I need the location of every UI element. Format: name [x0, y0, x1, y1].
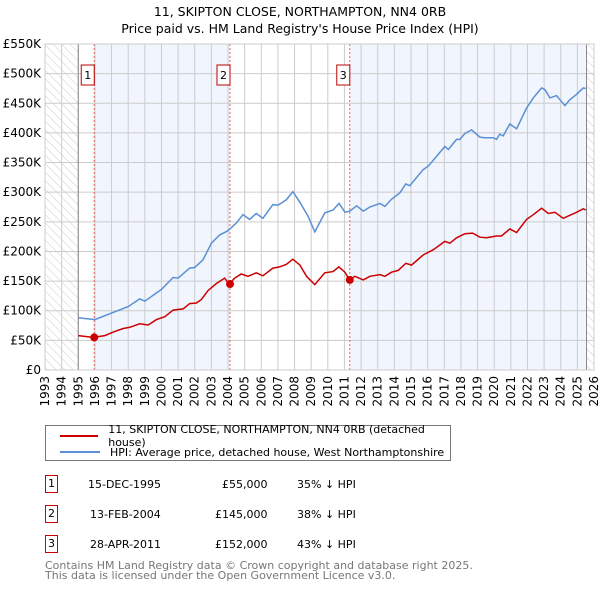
legend-label: HPI: Average price, detached house, West… — [110, 445, 445, 459]
x-tick-label: 2007 — [271, 376, 285, 407]
y-tick-label: £500K — [3, 67, 43, 81]
y-tick-label: £50K — [10, 333, 42, 347]
legend-swatch-blue — [60, 451, 100, 453]
x-tick-label: 2001 — [171, 376, 185, 407]
transaction-badge: 1 — [45, 475, 58, 493]
y-tick-label: £100K — [3, 304, 43, 318]
x-tick-label: 2010 — [321, 376, 335, 407]
x-tick-label: 2024 — [554, 376, 568, 407]
x-tick-label: 2009 — [304, 376, 318, 407]
x-tick-label: 2018 — [454, 376, 468, 407]
x-tick-label: 2023 — [537, 376, 551, 407]
x-tick-label: 2004 — [221, 376, 235, 407]
chart-title: 11, SKIPTON CLOSE, NORTHAMPTON, NN4 0RB — [153, 4, 447, 19]
y-tick-label: £300K — [3, 185, 43, 199]
y-tick-label: £550K — [3, 37, 43, 51]
transaction-delta: 43% ↓ HPI — [297, 538, 356, 551]
x-tick-label: 2014 — [387, 376, 401, 407]
legend-item-hpi: HPI: Average price, detached house, West… — [60, 444, 444, 460]
y-tick-label: £150K — [3, 274, 43, 288]
x-tick-label: 1996 — [88, 376, 102, 407]
y-tick-label: £350K — [3, 156, 43, 170]
footer-copyright: Contains HM Land Registry data © Crown c… — [45, 559, 473, 572]
x-tick-label: 2020 — [487, 376, 501, 407]
transaction-date: 15-DEC-1995 — [88, 478, 162, 491]
transaction-price: £152,000 — [215, 538, 268, 551]
x-tick-label: 2012 — [354, 376, 368, 407]
y-tick-label: £200K — [3, 244, 43, 258]
x-tick-label: 1998 — [121, 376, 135, 407]
x-tick-label: 2017 — [437, 376, 451, 407]
hpi-series-line — [78, 86, 586, 321]
transaction-row: 2 13-FEB-2004 £145,000 38% ↓ HPI — [45, 505, 600, 525]
property-series-line — [78, 207, 587, 339]
sale-label: 1 — [84, 69, 91, 82]
x-tick-label: 2013 — [371, 376, 385, 407]
x-tick-label: 1999 — [138, 376, 152, 407]
x-tick-label: 1997 — [105, 376, 119, 407]
x-tick-label: 2022 — [520, 376, 534, 407]
y-tick-label: £0 — [26, 363, 41, 377]
sale-label-box — [336, 64, 351, 86]
ownership-shade — [94, 44, 230, 370]
x-tick-label: 2011 — [337, 376, 351, 407]
chart-subtitle: Price paid vs. HM Land Registry's House … — [121, 21, 479, 36]
x-tick-label: 2019 — [471, 376, 485, 407]
x-tick-label: 2015 — [404, 376, 418, 407]
x-tick-label: 1993 — [38, 376, 52, 407]
transaction-badge: 2 — [45, 505, 58, 523]
line-chart: 1993 1994 1995 1996 1997 1998 1999 2000 2001 2002… — [3, 37, 600, 407]
transaction-price: £145,000 — [215, 508, 268, 521]
transaction-row: 3 28-APR-2011 £152,000 43% ↓ HPI — [45, 535, 600, 555]
x-tick-label: 2008 — [288, 376, 302, 407]
legend-swatch-red — [60, 435, 99, 437]
transaction-date: 28-APR-2011 — [90, 538, 162, 551]
transaction-delta: 35% ↓ HPI — [297, 478, 356, 491]
sale-label: 2 — [220, 69, 227, 82]
legend-label: 11, SKIPTON CLOSE, NORTHAMPTON, NN4 0RB … — [108, 423, 425, 449]
sale-label-box — [80, 64, 95, 86]
footer-licence: This data is licensed under the Open Gov… — [45, 569, 396, 582]
ownership-shade — [349, 44, 587, 370]
transaction-badge: 3 — [45, 535, 58, 553]
transaction-price: £55,000 — [222, 478, 268, 491]
hatched-region-after — [586, 44, 594, 370]
x-tick-label: 2021 — [504, 376, 518, 407]
plot-border — [44, 43, 595, 371]
y-tick-label: £450K — [3, 96, 43, 110]
transaction-row: 1 15-DEC-1995 £55,000 35% ↓ HPI — [45, 475, 600, 495]
x-tick-label: 1994 — [55, 376, 69, 407]
transaction-delta: 38% ↓ HPI — [297, 508, 356, 521]
legend: 11, SKIPTON CLOSE, NORTHAMPTON, NN4 0RB … — [45, 423, 451, 461]
x-tick-label: 2006 — [254, 376, 268, 407]
transaction-date: 13-FEB-2004 — [90, 508, 161, 521]
x-tick-label: 2003 — [204, 376, 218, 407]
x-tick-label: 2026 — [587, 376, 600, 407]
y-tick-label: £250K — [3, 215, 43, 229]
x-tick-label: 2025 — [570, 376, 584, 407]
legend-item-property: 11, SKIPTON CLOSE, NORTHAMPTON, NN4 0RB … — [60, 423, 450, 449]
sale-label-box — [216, 64, 231, 86]
x-tick-label: 2005 — [238, 376, 252, 407]
x-tick-label: 2002 — [188, 376, 202, 407]
y-tick-label: £400K — [3, 126, 43, 140]
sale-point — [90, 333, 99, 342]
sale-point — [345, 275, 354, 284]
x-tick-label: 2000 — [154, 376, 168, 407]
sale-point — [225, 280, 234, 289]
x-tick-label: 1995 — [71, 376, 85, 407]
sale-label: 3 — [340, 69, 347, 82]
x-tick-label: 2016 — [421, 376, 435, 407]
